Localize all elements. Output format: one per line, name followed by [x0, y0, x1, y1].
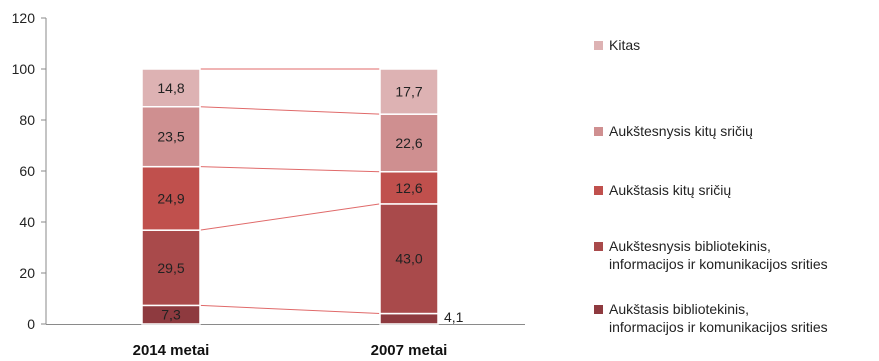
- y-tick-label: 0: [27, 316, 35, 332]
- data-label: 22,6: [395, 135, 422, 151]
- bar-segment: [141, 165, 201, 231]
- y-tick-label: 40: [19, 214, 35, 230]
- data-label: 7,3: [161, 307, 181, 323]
- legend-item: Aukštesnysis bibliotekinis, informacijos…: [594, 237, 828, 273]
- stacked-bar-chart: 0 20 40 60 80 100 120 7,3 29,5 24,9 23,5 14,8 2014 m…: [12, 10, 525, 359]
- legend-label: Aukštesnysis bibliotekinis, informacijos…: [609, 238, 828, 272]
- bar-segment: [379, 203, 439, 315]
- y-tick-label: 20: [19, 265, 35, 281]
- legend-label: Aukštesnysis kitų sričių: [609, 123, 753, 139]
- series-connector-line: [199, 304, 381, 315]
- legend-swatch: [594, 186, 603, 195]
- category-label: 2007 metai: [371, 342, 448, 359]
- legend-label: Kitas: [609, 37, 641, 53]
- data-label: 17,7: [395, 84, 422, 100]
- series-connector-line: [199, 203, 381, 231]
- legend-swatch: [594, 242, 603, 251]
- series-connector-line: [199, 106, 381, 115]
- legend-item: Aukštesnysis kitų sričių: [594, 122, 753, 140]
- bar-segment: [141, 105, 201, 168]
- bar-segment: [379, 68, 439, 115]
- y-tick-label: 120: [12, 10, 36, 26]
- legend-label: Aukštasis bibliotekinis, informacijos ir…: [609, 301, 828, 335]
- legend-item: Kitas: [594, 36, 640, 54]
- chart-legend: Kitas Aukštesnysis kitų sričių Aukštasis k…: [594, 0, 879, 361]
- legend-item: Aukštasis bibliotekinis, informacijos ir…: [594, 300, 828, 336]
- data-label: 12,6: [395, 180, 422, 196]
- legend-swatch: [594, 305, 603, 314]
- legend-label: Aukštasis kitų sričių: [609, 182, 732, 198]
- data-label: 23,5: [157, 129, 184, 145]
- category-label: 2014 metai: [133, 342, 210, 359]
- bar-segment: [379, 171, 439, 205]
- y-tick-label: 100: [12, 61, 36, 77]
- data-label: 24,9: [157, 190, 184, 206]
- bar-segment: [379, 113, 439, 173]
- data-label: 14,8: [157, 80, 184, 96]
- bar-segment: [141, 229, 201, 307]
- bar-segment: [379, 312, 439, 325]
- data-label: 29,5: [157, 260, 184, 276]
- legend-item: Aukštasis kitų sričių: [594, 181, 731, 199]
- legend-swatch: [594, 127, 603, 136]
- y-tick-label: 80: [19, 112, 35, 128]
- legend-swatch: [594, 41, 603, 50]
- y-tick-label: 60: [19, 163, 35, 179]
- bar-segment: [141, 68, 201, 108]
- data-label: 4,1: [444, 309, 464, 325]
- series-connector-line: [199, 166, 381, 173]
- data-label: 43,0: [395, 251, 422, 267]
